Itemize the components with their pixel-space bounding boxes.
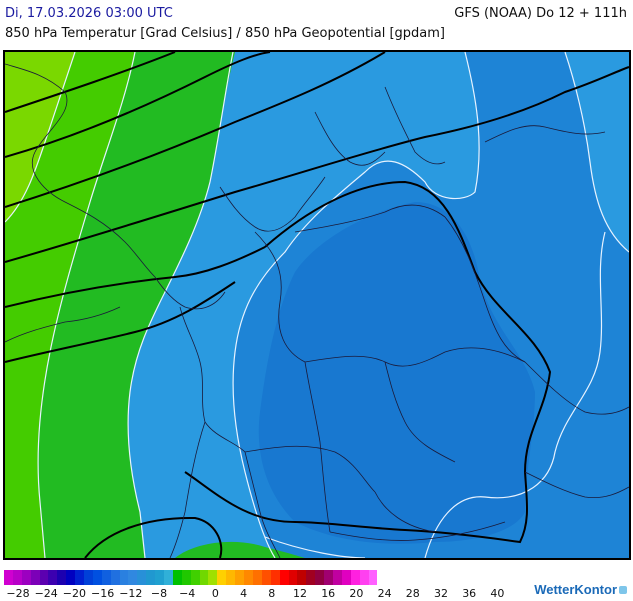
geopotential-contours — [5, 52, 629, 558]
colorbar-swatch — [217, 570, 227, 585]
colorbar-swatch — [208, 570, 218, 585]
colorbar-swatch — [101, 570, 111, 585]
weather-map — [3, 50, 631, 560]
colorbar-tick-label: −16 — [90, 587, 115, 600]
map-subtitle: 850 hPa Temperatur [Grad Celsius] / 850 … — [5, 26, 446, 41]
model-run-label: GFS (NOAA) Do 12 + 111h — [454, 6, 627, 21]
country-borders — [5, 63, 629, 558]
colorbar-swatch — [137, 570, 147, 585]
isotherm-lines — [5, 52, 629, 558]
temperature-colorbar — [4, 570, 378, 585]
colorbar-swatch — [66, 570, 76, 585]
colorbar-swatch — [164, 570, 173, 585]
colorbar-tick-label: 24 — [377, 587, 392, 600]
colorbar-tick-label: −28 — [6, 587, 30, 600]
colorbar-swatch — [30, 570, 40, 585]
colorbar-swatch — [332, 570, 342, 585]
colorbar-tick-label: 20 — [349, 587, 364, 600]
colorbar-swatch — [92, 570, 102, 585]
colorbar-tick-label: 28 — [405, 587, 420, 600]
colorbar-swatch — [75, 570, 85, 585]
colorbar-swatch — [306, 570, 316, 585]
colorbar-swatch — [181, 570, 191, 585]
colorbar-swatch — [341, 570, 351, 585]
colorbar-swatch — [244, 570, 253, 585]
colorbar-swatch — [288, 570, 298, 585]
colorbar-swatch — [252, 570, 262, 585]
colorbar-swatch — [368, 570, 378, 585]
colorbar-tick-label: −12 — [119, 587, 143, 600]
colorbar-tick-label: 12 — [293, 587, 307, 600]
map-canvas — [5, 52, 629, 558]
colorbar-swatch — [199, 570, 209, 585]
colorbar-tick-label: 40 — [490, 587, 505, 600]
colorbar-tick-label: 36 — [462, 587, 477, 600]
colorbar-swatch — [190, 570, 200, 585]
colorbar-swatch — [119, 570, 129, 585]
colorbar-swatch — [315, 570, 325, 585]
colorbar-swatch — [110, 570, 120, 585]
colorbar-swatch — [359, 570, 369, 585]
colorbar-swatch — [350, 570, 360, 585]
colorbar-swatch — [279, 570, 289, 585]
colorbar-swatch — [39, 570, 49, 585]
northeast-mild-area — [565, 52, 629, 252]
colorbar-swatch — [84, 570, 93, 585]
colorbar-ticks: −28 −24 −20 −16 −12 −8 −4 0 4 8 12 16 20 24 28 32 36 40 — [4, 587, 514, 601]
colorbar-swatch — [297, 570, 307, 585]
colorbar-swatch — [48, 570, 58, 585]
colorbar-swatch — [146, 570, 156, 585]
colorbar-swatch — [155, 570, 165, 585]
colorbar-swatch — [226, 570, 236, 585]
colorbar-tick-label: 16 — [321, 587, 336, 600]
colorbar-tick-label: 8 — [268, 587, 276, 600]
colorbar-swatch — [4, 570, 13, 585]
wetterkontor-logo[interactable]: WetterKontor — [534, 582, 627, 597]
colorbar-swatch — [12, 570, 22, 585]
cold-air-core — [258, 202, 535, 544]
colorbar-tick-label: 4 — [240, 587, 248, 600]
colorbar-tick-label: 0 — [211, 587, 219, 600]
colorbar-tick-label: −8 — [150, 587, 168, 600]
brand-name: WetterKontor — [534, 582, 617, 597]
colorbar-swatch — [270, 570, 280, 585]
colorbar-swatch — [128, 570, 138, 585]
colorbar-swatch — [235, 570, 245, 585]
colorbar-swatch — [261, 570, 271, 585]
valid-time-label: Di, 17.03.2026 03:00 UTC — [5, 6, 173, 21]
colorbar-tick-label: −20 — [62, 587, 86, 600]
brand-mark-icon — [619, 586, 627, 594]
colorbar-tick-label: −4 — [179, 587, 196, 600]
colorbar-tick-label: −24 — [34, 587, 58, 600]
colorbar-swatch — [21, 570, 31, 585]
colorbar-tick-label: 32 — [434, 587, 448, 600]
colorbar-swatch — [57, 570, 67, 585]
colorbar-swatch — [172, 570, 182, 585]
colorbar-swatch — [324, 570, 333, 585]
